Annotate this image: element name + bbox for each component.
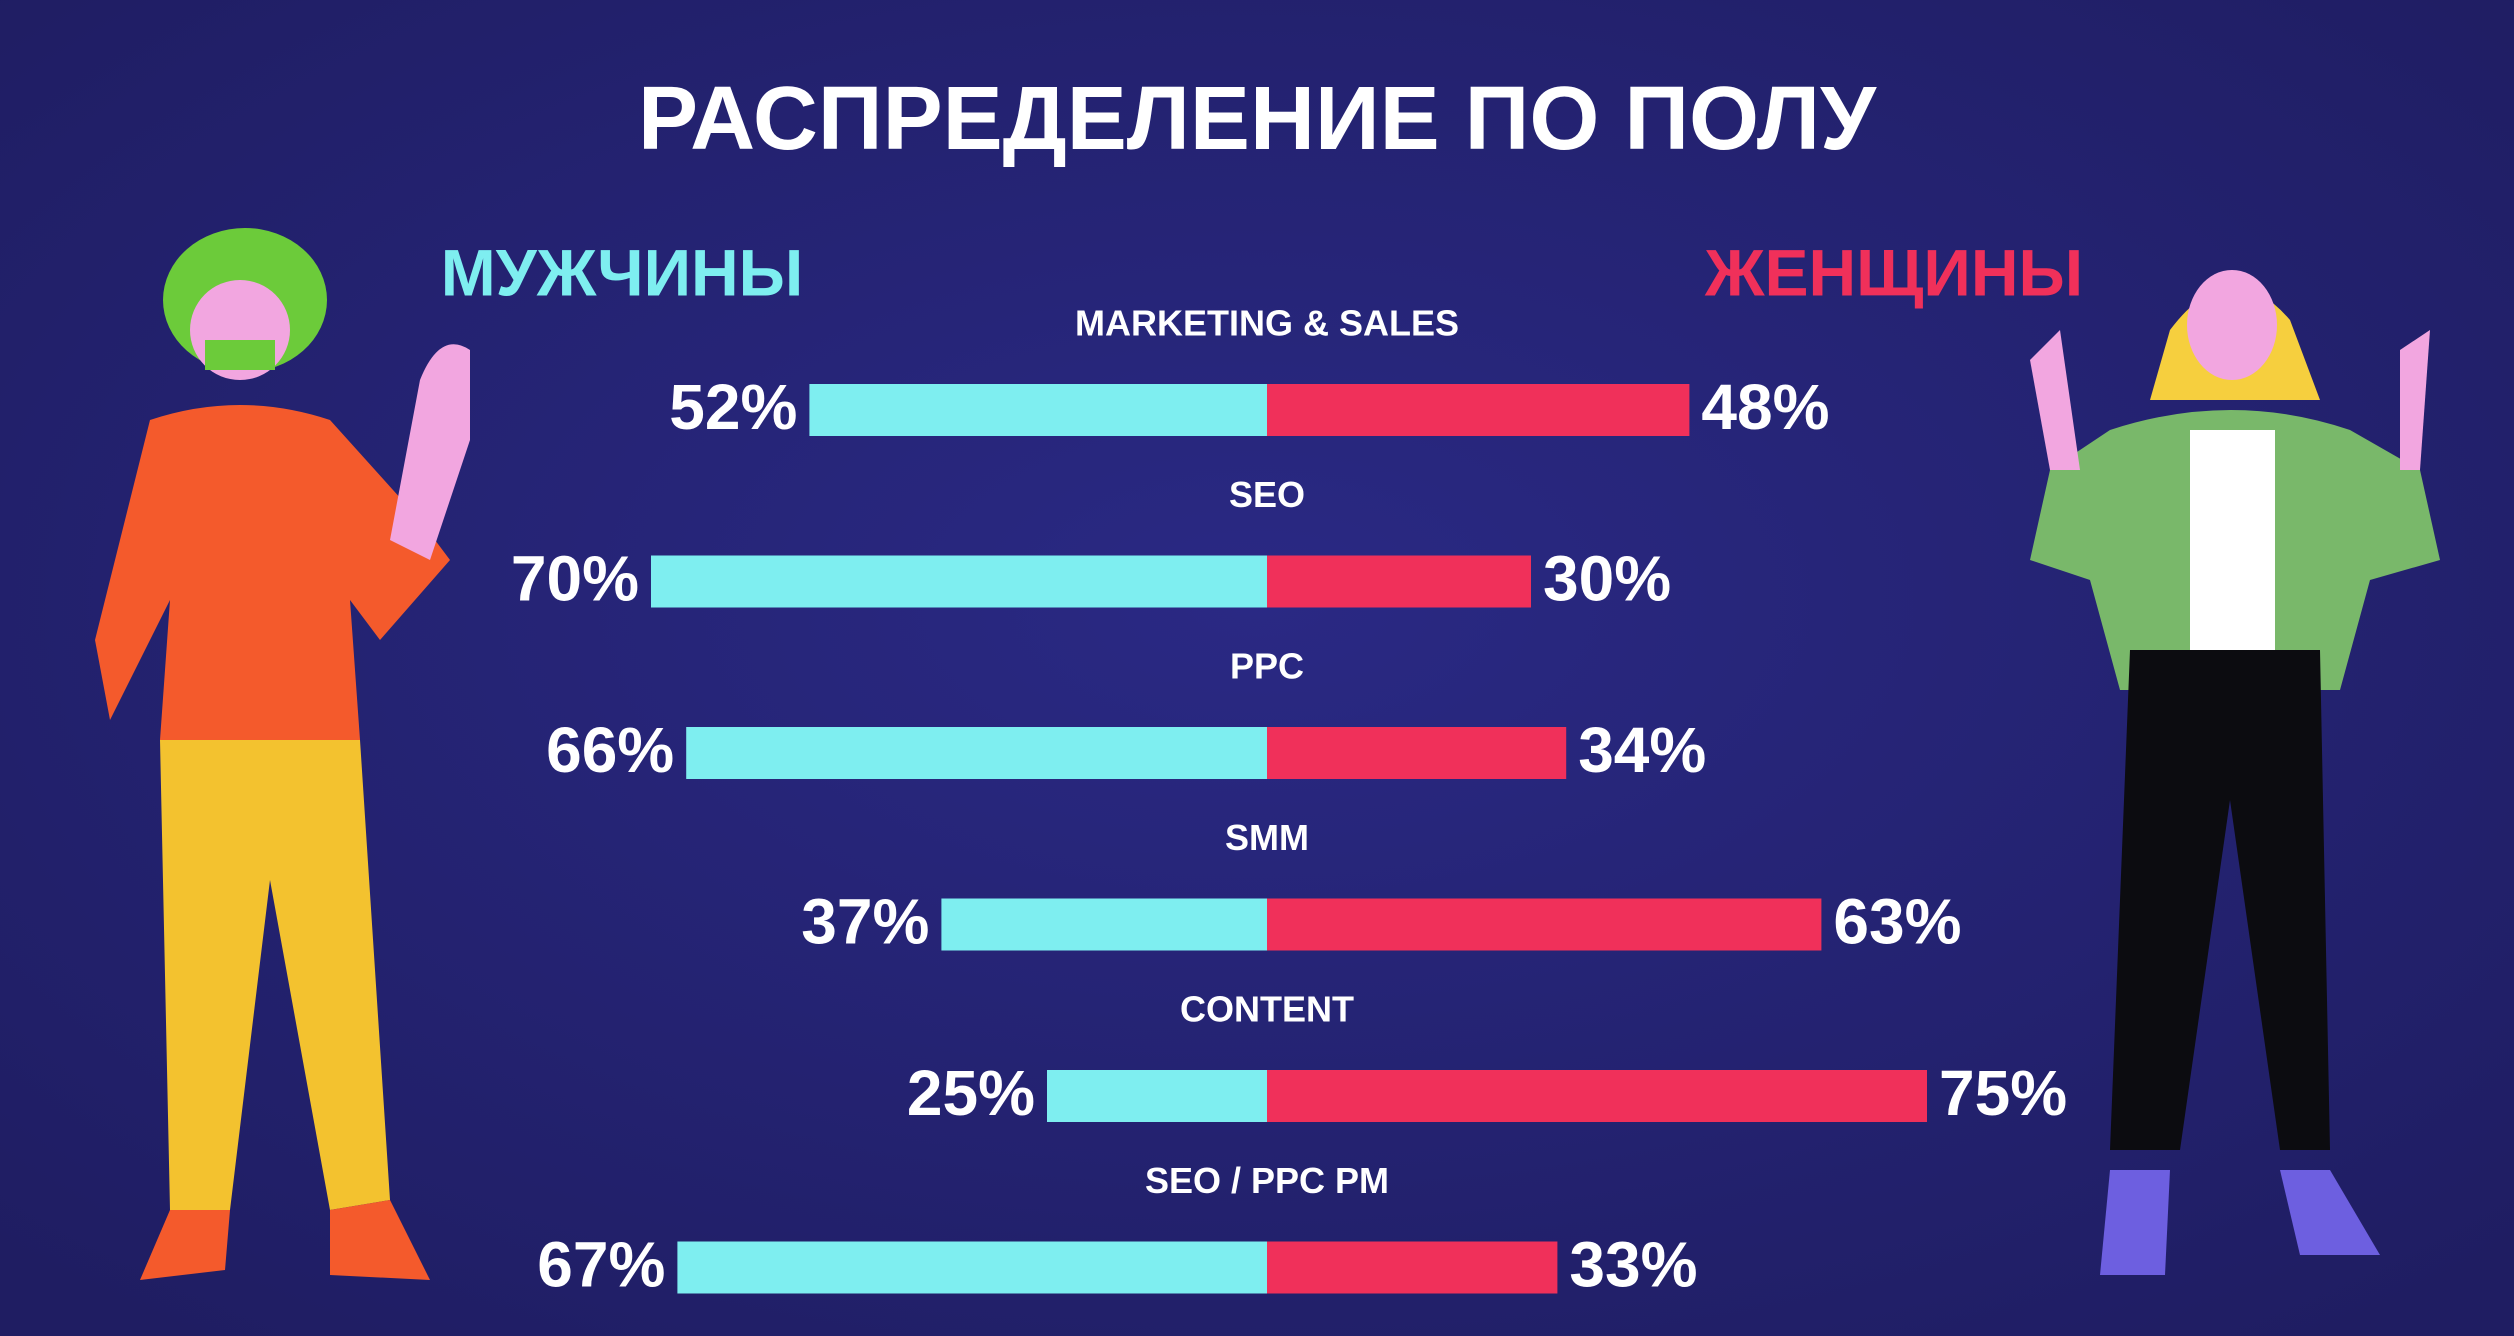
woman-illustration <box>2030 270 2440 1275</box>
value-label: 30% <box>1543 542 1671 614</box>
category-label: MARKETING & SALES <box>1075 303 1459 344</box>
chart-title: РАСПРЕДЕЛЕНИЕ ПО ПОЛУ <box>638 69 1877 169</box>
man-illustration <box>95 228 470 1280</box>
value-label: 33% <box>1569 1228 1697 1300</box>
category-label: SEO <box>1229 474 1305 515</box>
value-label: 70% <box>511 542 639 614</box>
legend-left: МУЖЧИНЫ <box>441 235 804 309</box>
bar-men <box>809 384 1267 436</box>
value-label: 37% <box>801 885 929 957</box>
value-label: 63% <box>1833 885 1961 957</box>
value-label: 66% <box>546 714 674 786</box>
category-label: CONTENT <box>1180 989 1354 1030</box>
value-label: 25% <box>907 1057 1035 1129</box>
legend-right: ЖЕНЩИНЫ <box>1704 235 2083 309</box>
value-label: 67% <box>537 1228 665 1300</box>
bar-women <box>1267 1241 1558 1294</box>
bar-men <box>651 555 1267 608</box>
bar-men <box>686 727 1267 779</box>
bar-men <box>1047 1070 1267 1122</box>
bar-women <box>1267 384 1690 436</box>
value-label: 34% <box>1578 714 1706 786</box>
bar-women <box>1267 898 1822 951</box>
value-label: 75% <box>1939 1057 2067 1129</box>
bar-men <box>941 898 1267 951</box>
value-label: 48% <box>1701 371 1829 443</box>
bar-women <box>1267 1070 1927 1122</box>
bar-women <box>1267 555 1531 608</box>
category-label: PPC <box>1230 646 1304 687</box>
value-label: 52% <box>669 371 797 443</box>
category-label: SEO / PPC PM <box>1145 1160 1389 1201</box>
category-label: SMM <box>1225 817 1309 858</box>
bar-women <box>1267 727 1567 779</box>
bar-men <box>677 1241 1267 1294</box>
